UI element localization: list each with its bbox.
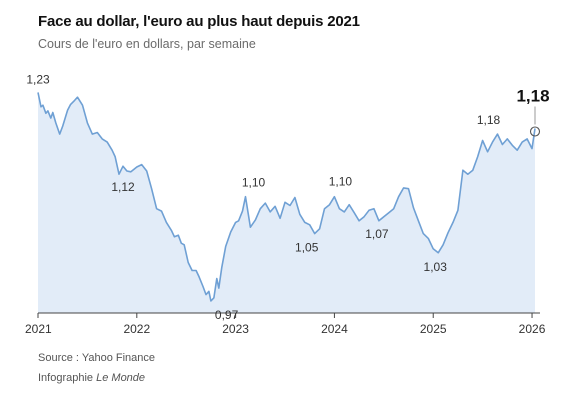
value-label: 1,18	[477, 113, 501, 127]
x-axis-ticks: 2021 2022 2023 2024 2025 2026	[25, 313, 546, 336]
x-tick-label: 2024	[321, 322, 348, 336]
value-label: 0,97	[215, 308, 239, 322]
value-label: 1,05	[295, 241, 319, 255]
credit-prefix: Infographie	[38, 372, 97, 384]
x-tick-label: 2025	[420, 322, 447, 336]
value-label: 1,12	[111, 180, 135, 194]
credit-brand: Le Monde	[96, 372, 146, 384]
latest-value-label: 1,18	[516, 87, 549, 106]
x-tick-label: 2021	[25, 322, 52, 336]
value-label: 1,10	[242, 176, 266, 190]
x-tick-label: 2022	[123, 322, 150, 336]
x-tick-label: 2026	[519, 322, 546, 336]
value-label: 1,07	[365, 227, 389, 241]
series-area-fill	[38, 92, 535, 314]
value-label: 1,03	[424, 260, 448, 274]
latest-value-marker	[529, 126, 541, 137]
chart-subtitle: Cours de l'euro en dollars, par semaine	[38, 37, 256, 51]
value-annotations: 1,23 1,12 0,97 1,10 1,05 1,10 1,07 1,03 1,18 1,18	[26, 72, 549, 322]
source-note: Source : Yahoo Finance	[38, 352, 156, 364]
chart-title: Face au dollar, l'euro au plus haut depu…	[38, 13, 360, 30]
series-line	[37, 92, 536, 302]
value-label: 1,23	[26, 72, 50, 86]
x-tick-label: 2023	[222, 322, 249, 336]
credit-note: Infographie Le Monde	[38, 372, 145, 384]
value-label: 1,10	[329, 175, 353, 189]
